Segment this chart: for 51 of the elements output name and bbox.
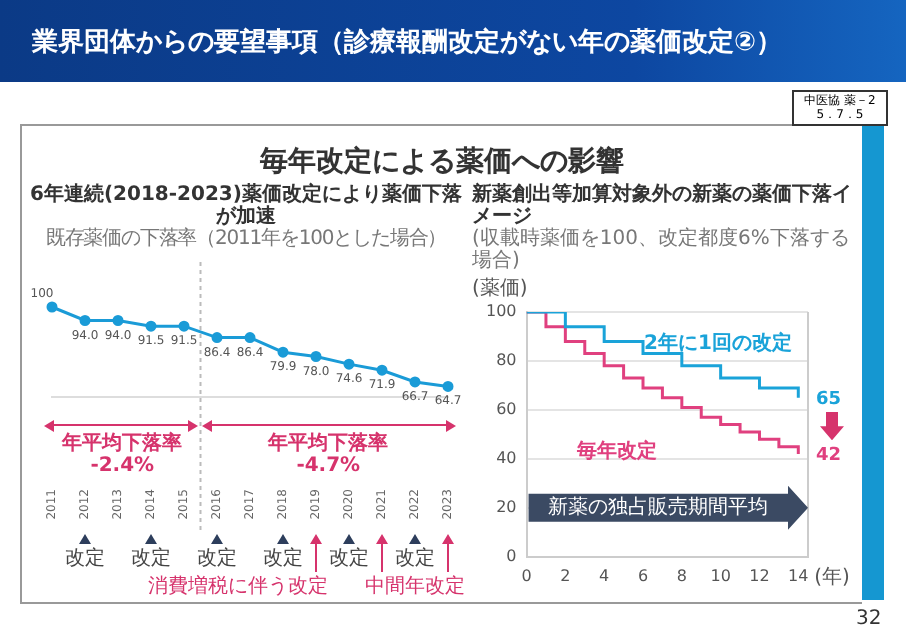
y-axis-title: (薬価): [472, 276, 528, 300]
x-tick-label: 10: [710, 566, 731, 585]
text: 毎年改定による薬価への影響: [258, 144, 626, 180]
y-tick-label: 40: [496, 449, 517, 468]
point: [442, 380, 454, 392]
text: 32: [856, 608, 882, 630]
x-tick-label: 4: [599, 566, 610, 585]
point: [145, 320, 157, 332]
series-label: 2年に1回の改定: [644, 331, 792, 356]
text: 改定: [65, 546, 105, 570]
text: 改定: [131, 546, 171, 570]
x-tick-label: 2: [560, 566, 571, 585]
data-label: 42: [816, 445, 842, 466]
text: 年平均下落率 -2.4%: [60, 431, 183, 477]
point: [343, 358, 355, 370]
x-tick-label: 14: [788, 566, 809, 585]
chart-title: 新薬創出等加算対象外の新薬の薬価下落イメージ: [472, 184, 854, 228]
x-tick-label: 12: [749, 566, 770, 585]
text: 年平均下落率 -4.7%: [266, 431, 389, 477]
text: 改定: [329, 546, 369, 570]
y-tick-label: 80: [496, 351, 517, 370]
point: [211, 332, 223, 344]
annotation: 新薬の独占販売期間平均: [548, 495, 769, 520]
point: [376, 364, 388, 376]
y-tick-label: 60: [496, 400, 517, 419]
text: 改定: [395, 546, 435, 570]
text: 消費増税に伴う改定: [148, 574, 328, 598]
x-axis-title: (年): [814, 564, 851, 589]
text: 中間年改定: [365, 574, 465, 598]
y-tick-label: 100: [485, 302, 517, 321]
point: [244, 332, 256, 344]
x-tick-label: 0: [521, 566, 532, 585]
point: [277, 346, 289, 358]
point: [409, 376, 421, 388]
point: [46, 301, 58, 313]
data-label: 65: [816, 389, 842, 410]
text: 毎年改定: [574, 439, 657, 464]
text: 業界団体からの要望事項（診療報酬改定がない年の薬価改定②）: [32, 25, 783, 60]
point: [79, 315, 91, 326]
chart-title: 6年連続(2018-2023)薬価改定により薬価下落が加速: [28, 184, 464, 228]
x-tick-label: 8: [676, 566, 687, 585]
point: [310, 351, 322, 362]
text: 改定: [197, 546, 237, 570]
chart-subtitle: 既存薬価の下落率（2011年を100とした場合）: [43, 228, 449, 250]
point: [178, 320, 190, 332]
y-tick-label: 20: [496, 498, 517, 516]
point: [112, 315, 124, 326]
y-tick-label: 0: [506, 546, 517, 565]
text: 改定: [263, 546, 303, 570]
x-tick-label: 6: [637, 566, 649, 585]
chart-subtitle: (収載時薬価を100、改定都度6%下落する場合): [472, 228, 852, 272]
